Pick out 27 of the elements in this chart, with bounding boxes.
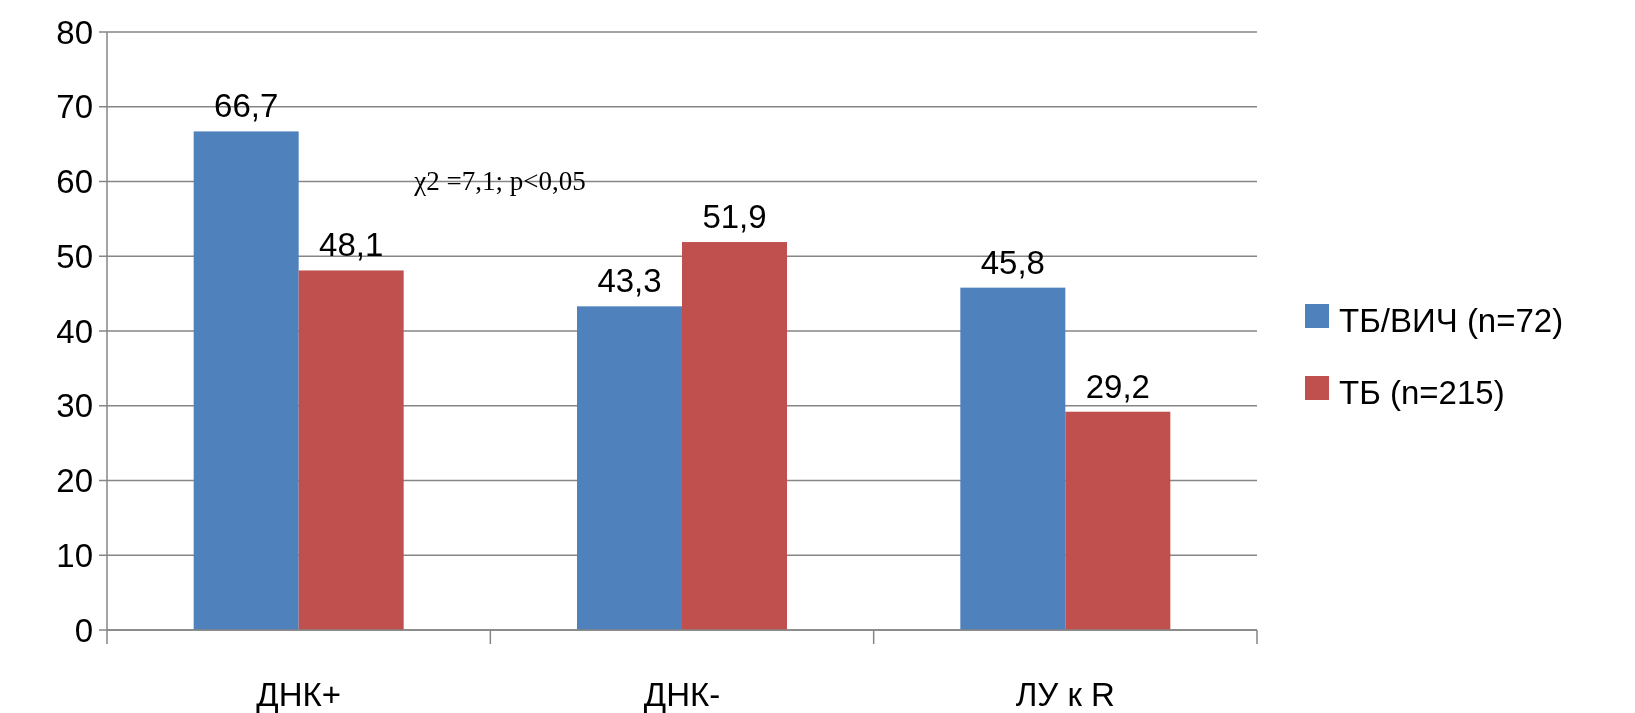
x-tick-label: ДНК+ [256, 675, 342, 713]
bar [298, 270, 404, 630]
x-tick-label: ЛУ к R [1015, 675, 1115, 713]
bar [1065, 411, 1171, 630]
bar [577, 306, 682, 630]
data-label: 43,3 [597, 262, 662, 300]
y-tick-label: 80 [56, 13, 93, 51]
y-tick-label: 20 [56, 462, 93, 500]
bar [682, 242, 787, 630]
bar [193, 131, 299, 630]
x-tick-label: ДНК- [643, 675, 721, 713]
data-label: 29,2 [1085, 367, 1150, 405]
y-tick-label: 0 [74, 611, 93, 649]
data-label: 66,7 [214, 87, 279, 125]
y-tick-label: 10 [56, 536, 93, 574]
y-tick-label: 70 [56, 88, 93, 126]
y-tick-label: 60 [56, 163, 93, 201]
data-label: 51,9 [702, 198, 767, 236]
legend-label: ТБ (n=215) [1339, 373, 1505, 411]
y-tick-label: 50 [56, 237, 93, 275]
data-label: 48,1 [319, 226, 384, 264]
y-tick-label: 30 [56, 387, 93, 425]
legend-label: ТБ/ВИЧ (n=72) [1339, 301, 1564, 339]
y-tick-label: 40 [56, 312, 93, 350]
annotation: χ2 =7,1; p<0,05 [413, 166, 586, 196]
data-label: 45,8 [980, 243, 1045, 281]
bar [960, 287, 1066, 630]
